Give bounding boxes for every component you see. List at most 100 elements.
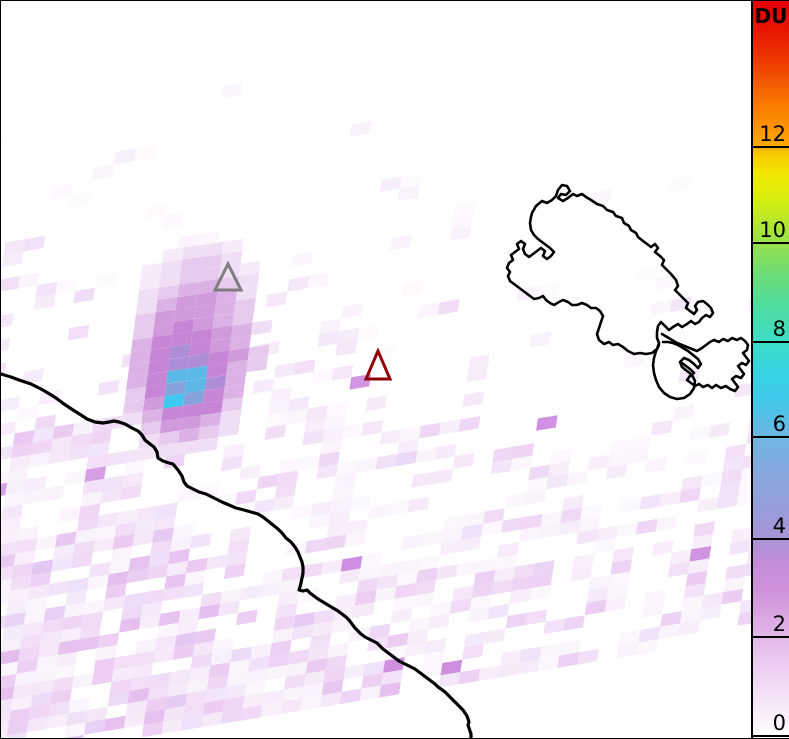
noise-cell xyxy=(3,239,26,255)
noise-cell xyxy=(224,683,247,700)
noise-cell xyxy=(330,497,353,514)
noise-cell xyxy=(584,599,607,616)
noise-cell xyxy=(181,715,203,731)
plume-cell xyxy=(139,275,161,291)
noise-cell xyxy=(381,669,403,686)
plume-cell xyxy=(140,262,163,278)
plume-cell xyxy=(171,331,193,347)
noise-cell xyxy=(260,701,283,718)
noise-cell xyxy=(7,587,30,603)
noise-cell xyxy=(240,705,263,721)
noise-cell xyxy=(510,455,533,472)
noise-cell xyxy=(132,530,155,547)
noise-cell xyxy=(422,650,445,667)
noise-cell xyxy=(548,461,570,477)
plume-cell xyxy=(151,334,173,350)
noise-cell xyxy=(1,337,11,352)
plume-cell xyxy=(143,396,165,412)
noise-cell xyxy=(539,643,562,659)
plume-cell xyxy=(175,294,198,310)
noise-cell xyxy=(145,696,168,713)
plume-cell xyxy=(201,400,223,416)
noise-cell xyxy=(96,512,119,529)
noise-cell xyxy=(458,668,481,685)
plume-cell xyxy=(126,374,148,390)
noise-cell xyxy=(223,563,246,580)
noise-cell xyxy=(9,575,32,591)
noise-cell xyxy=(242,692,265,709)
plume-cell xyxy=(179,269,201,285)
noise-cell xyxy=(298,454,321,471)
noise-cell xyxy=(11,562,34,579)
volcano-marker-gray xyxy=(212,260,244,292)
plume-cell xyxy=(200,254,223,270)
noise-cell xyxy=(106,450,128,467)
noise-cell xyxy=(420,663,443,679)
plume-cell xyxy=(189,340,211,357)
noise-cell xyxy=(462,644,484,660)
noise-cell xyxy=(540,510,563,527)
plume-cell xyxy=(152,321,175,338)
noise-cell xyxy=(291,624,314,640)
colorbar: DU 12 10 8 6 4 2 0 xyxy=(751,0,789,739)
plume-cell xyxy=(166,368,188,384)
noise-cell xyxy=(1,553,16,569)
noise-cell xyxy=(418,302,440,319)
noise-cell xyxy=(39,630,62,646)
noise-cell xyxy=(501,517,523,533)
noise-cell xyxy=(306,405,328,421)
noise-cell xyxy=(252,378,274,394)
noise-cell xyxy=(198,603,220,620)
noise-cell xyxy=(669,549,692,565)
noise-cell xyxy=(543,618,565,635)
noise-cell xyxy=(182,582,204,598)
noise-cell xyxy=(430,601,452,617)
noise-cell xyxy=(466,366,488,383)
noise-cell xyxy=(133,145,156,161)
noise-cell xyxy=(660,611,682,627)
noise-cell xyxy=(443,514,466,531)
noise-cell xyxy=(419,422,441,439)
noise-cell xyxy=(225,551,248,567)
plume-cell xyxy=(161,405,183,421)
noise-cell xyxy=(693,521,715,537)
noise-cell xyxy=(215,492,238,509)
noise-cell xyxy=(610,559,632,575)
noise-cell xyxy=(396,570,418,587)
noise-cell xyxy=(725,564,747,580)
noise-cell xyxy=(79,623,102,640)
noise-cell xyxy=(323,414,346,431)
noise-cell xyxy=(70,432,92,449)
noise-cell xyxy=(471,582,494,598)
noise-cell xyxy=(438,299,460,315)
noise-cell xyxy=(511,575,533,592)
noise-cell xyxy=(638,626,661,643)
plume-cell xyxy=(251,319,273,335)
noise-cell xyxy=(390,607,413,624)
plume-cell xyxy=(163,393,185,409)
plume-cell xyxy=(155,297,178,313)
noise-cell xyxy=(684,450,707,467)
noise-cell xyxy=(504,492,527,509)
noise-cell xyxy=(188,665,211,682)
noise-cell xyxy=(462,18,484,34)
noise-cell xyxy=(222,696,245,712)
plume-cell xyxy=(158,430,180,446)
noise-cell xyxy=(161,718,184,734)
noise-cell xyxy=(122,472,144,488)
noise-cell xyxy=(23,235,46,252)
plume-cell xyxy=(181,402,203,419)
noise-cell xyxy=(147,684,169,701)
noise-cell xyxy=(386,632,409,649)
noise-cell xyxy=(26,716,49,733)
noise-cell xyxy=(335,340,357,356)
noise-cell xyxy=(520,514,543,530)
noise-cell xyxy=(87,574,109,590)
noise-cell xyxy=(5,479,27,496)
noise-cell xyxy=(14,670,37,687)
noise-cell xyxy=(341,303,363,319)
noise-cell xyxy=(723,576,746,593)
noise-cell xyxy=(122,592,145,608)
noise-cell xyxy=(82,478,105,495)
noise-cell xyxy=(1,445,13,460)
